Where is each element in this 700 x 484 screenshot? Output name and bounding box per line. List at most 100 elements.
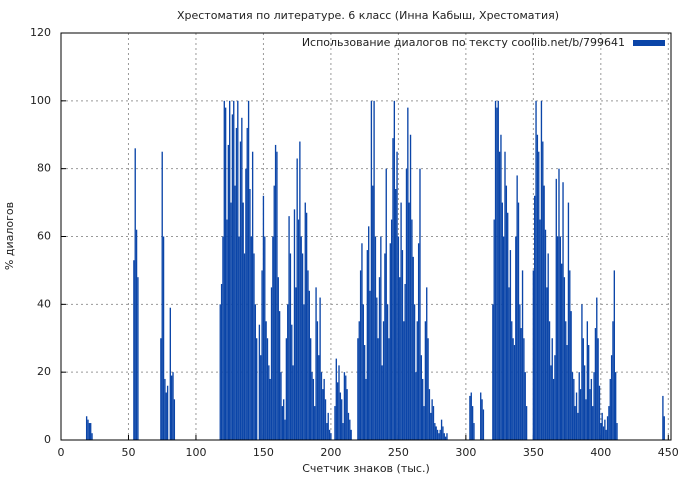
bar xyxy=(470,392,472,440)
bar xyxy=(566,345,568,440)
bar xyxy=(442,426,444,440)
x-axis-label: Счетчик знаков (тыс.) xyxy=(302,462,430,475)
bar xyxy=(517,202,520,440)
y-axis-label: % диалогов xyxy=(3,202,16,270)
bar xyxy=(663,416,665,440)
bar xyxy=(492,304,494,440)
bar xyxy=(328,429,331,440)
x-tick-label: 450 xyxy=(658,446,679,459)
bar xyxy=(308,290,310,440)
bar xyxy=(532,270,535,440)
bar xyxy=(496,107,498,440)
bar xyxy=(137,277,139,440)
bar xyxy=(246,127,248,440)
bar xyxy=(427,338,429,440)
bar xyxy=(438,433,440,440)
bar xyxy=(500,134,502,440)
bar xyxy=(382,321,385,440)
bar xyxy=(378,277,381,440)
bar xyxy=(548,321,551,440)
bar xyxy=(397,236,400,440)
bar xyxy=(558,168,560,440)
bar xyxy=(237,100,239,440)
bar xyxy=(583,365,586,440)
bar xyxy=(346,389,348,440)
bar xyxy=(372,185,374,440)
bar xyxy=(327,412,329,440)
bar xyxy=(334,406,336,440)
bar xyxy=(170,375,173,440)
legend-label: Использование диалогов по тексту coollib… xyxy=(302,36,625,49)
bar xyxy=(349,419,351,440)
bar xyxy=(507,212,509,440)
bar xyxy=(272,236,274,440)
bar xyxy=(220,283,223,440)
bar xyxy=(264,236,266,440)
bar xyxy=(544,229,547,440)
bar xyxy=(253,253,255,440)
bar xyxy=(481,399,483,440)
y-tick-label: 0 xyxy=(44,433,51,446)
bar xyxy=(405,168,408,440)
bar xyxy=(614,372,617,440)
bar xyxy=(90,423,92,440)
bar xyxy=(411,219,413,440)
bar xyxy=(91,433,93,440)
bar xyxy=(239,141,242,441)
bar xyxy=(494,100,497,440)
bar xyxy=(424,321,427,440)
y-tick-label: 80 xyxy=(37,162,51,175)
bar xyxy=(229,100,231,440)
bar xyxy=(525,406,528,440)
bar xyxy=(534,195,536,440)
bar xyxy=(234,185,236,440)
bar xyxy=(538,151,540,441)
bar xyxy=(423,406,425,440)
bar xyxy=(323,378,325,440)
bar xyxy=(297,219,300,440)
bar xyxy=(524,372,526,440)
bar xyxy=(610,355,613,440)
bar xyxy=(341,399,343,440)
bar xyxy=(555,178,557,440)
bar xyxy=(504,151,506,441)
bar xyxy=(299,141,301,441)
bar xyxy=(261,270,263,440)
bar xyxy=(573,378,575,440)
bar xyxy=(497,100,499,440)
bar xyxy=(256,338,258,440)
bar xyxy=(160,338,162,440)
bar xyxy=(417,243,420,440)
bar xyxy=(396,151,398,441)
bar xyxy=(515,236,517,440)
bar xyxy=(407,107,409,440)
x-tick-label: 150 xyxy=(253,446,274,459)
bar xyxy=(358,321,360,440)
bar xyxy=(401,250,404,440)
bar xyxy=(173,399,176,440)
bar xyxy=(480,392,482,440)
bar xyxy=(301,253,304,440)
x-tick-label: 0 xyxy=(58,446,65,459)
bar xyxy=(350,429,352,440)
bar xyxy=(589,389,591,440)
bar xyxy=(482,409,485,440)
bar xyxy=(600,423,602,440)
bar xyxy=(223,100,225,440)
bar xyxy=(295,287,297,440)
bar xyxy=(304,202,306,440)
bar xyxy=(420,355,423,440)
bar xyxy=(380,236,382,440)
bar xyxy=(230,202,232,440)
bar xyxy=(400,202,402,440)
bar xyxy=(307,270,309,440)
bar xyxy=(347,412,350,440)
y-tick-label: 120 xyxy=(30,26,51,39)
bar xyxy=(165,392,167,440)
bar xyxy=(242,202,244,440)
bar xyxy=(365,378,367,440)
bar xyxy=(277,277,279,440)
bar xyxy=(322,389,324,440)
bar xyxy=(219,304,221,440)
bar xyxy=(87,419,89,440)
